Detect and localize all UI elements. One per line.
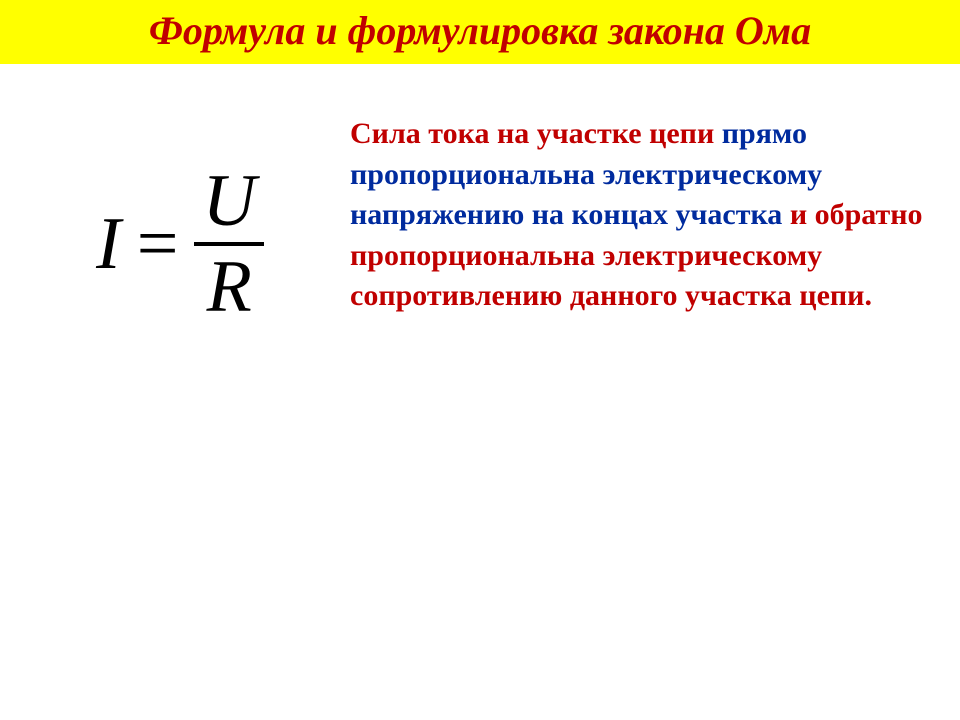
law-seg-0: Сила тока на участке цепи (350, 117, 722, 150)
formula-fraction: U R (194, 164, 263, 324)
formula-numerator: U (194, 164, 263, 238)
ohms-law-formula: I = U R (96, 164, 264, 324)
formula-equals: = (137, 202, 195, 287)
formula-left: I (96, 202, 137, 287)
title-banner: Формула и формулировка закона Ома (0, 0, 960, 64)
page-title: Формула и формулировка закона Ома (20, 8, 940, 54)
formula-denominator: R (199, 250, 260, 324)
content-area: I = U R Сила тока на участке цепи прямо … (0, 64, 960, 324)
law-statement: Сила тока на участке цепи прямо пропорци… (330, 104, 930, 317)
formula-block: I = U R (30, 104, 330, 324)
